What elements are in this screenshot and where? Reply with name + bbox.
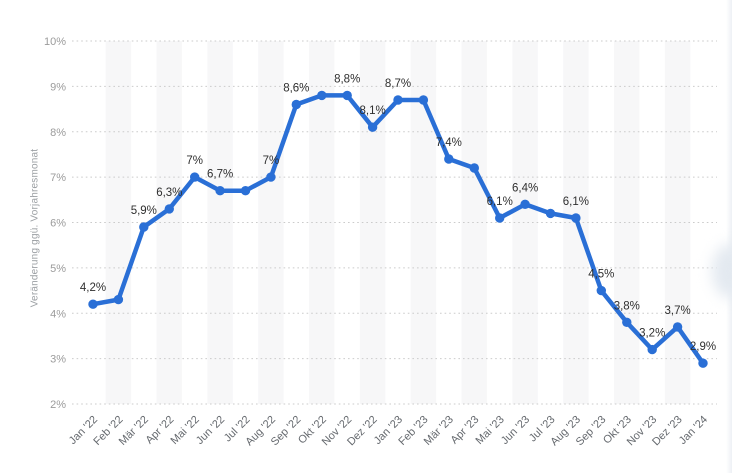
point-label-Aug '23: 6,1% [563, 196, 589, 208]
point-label-Jun '22: 6,7% [207, 169, 233, 181]
y-tick-4pct: 4% [50, 308, 66, 320]
data-point-Mär '22[interactable] [139, 222, 149, 232]
point-label-Apr '22: 6,3% [156, 187, 182, 199]
data-point-Dez '23[interactable] [672, 322, 683, 332]
data-point-Mai '23[interactable] [495, 213, 505, 223]
point-label-Mai '23: 6,1% [487, 196, 513, 208]
point-label-Jan '23: 8,7% [385, 78, 411, 90]
data-point-Nov '22[interactable] [342, 90, 352, 101]
point-label-Jan '22: 4,2% [80, 282, 106, 294]
data-point-Aug '22[interactable] [266, 172, 276, 182]
point-label-Nov '22: 8,8% [334, 73, 360, 85]
y-tick-3pct: 3% [50, 354, 66, 366]
point-label-Nov '23: 3,2% [639, 328, 665, 340]
x-tick-Jun '23: Jun '23 [499, 414, 532, 447]
data-point-Mai '22[interactable] [190, 172, 200, 182]
y-tick-8pct: 8% [50, 127, 66, 139]
data-line [90, 93, 706, 366]
data-point-Sep '23[interactable] [596, 285, 606, 296]
y-tick-9pct: 9% [50, 81, 66, 93]
point-label-Aug '22: 7% [263, 155, 280, 167]
point-label-Dez '22: 8,1% [359, 105, 385, 117]
point-label-Sep '23: 4,5% [588, 269, 614, 281]
point-label-Mär '23: 7,4% [436, 137, 462, 149]
point-label-Jan '24: 2,9% [690, 341, 716, 353]
y-tick-2pct: 2% [50, 399, 66, 411]
data-point-Nov '23[interactable] [647, 344, 657, 355]
y-tick-5pct: 5% [50, 263, 66, 275]
data-point-Jul '22[interactable] [240, 186, 251, 196]
data-point-Jan '23[interactable] [393, 95, 403, 105]
data-point-Okt '23[interactable] [622, 317, 632, 327]
data-point-Apr '22[interactable] [164, 204, 174, 214]
y-axis-title: Veränderung ggü. Vorjahresmonat [29, 148, 41, 308]
y-tick-7pct: 7% [50, 172, 66, 184]
y-tick-6pct: 6% [50, 218, 66, 230]
point-label-Sep '22: 8,6% [283, 83, 309, 95]
data-point-Jul '23[interactable] [545, 208, 556, 219]
y-tick-10pct: 10% [44, 36, 66, 48]
x-tick-Jun '22: Jun '22 [194, 414, 227, 447]
data-point-Feb '23[interactable] [418, 95, 429, 105]
point-label-Mär '22: 5,9% [131, 205, 157, 217]
data-point-Jun '23[interactable] [520, 199, 530, 209]
data-point-Feb '22[interactable] [113, 294, 124, 305]
point-label-Dez '23: 3,7% [664, 305, 690, 317]
data-point-Mär '23[interactable] [444, 154, 454, 164]
data-point-Dez '22[interactable] [367, 122, 378, 132]
column-stripe-Apr '23 [461, 41, 487, 404]
data-point-Jun '22[interactable] [215, 186, 225, 196]
point-label-Jun '23: 6,4% [512, 182, 538, 194]
data-point-Jan '22[interactable] [88, 299, 98, 309]
data-point-Okt '22[interactable] [317, 90, 327, 101]
data-point-Jan '24[interactable] [698, 358, 708, 368]
column-stripe-Jun '23 [512, 41, 538, 404]
point-label-Okt '23: 3,8% [614, 300, 640, 312]
column-stripe-Okt '23 [614, 41, 640, 404]
x-tick-Jan '24: Jan '24 [677, 414, 710, 447]
data-point-Apr '23[interactable] [469, 163, 479, 173]
point-label-Mai '22: 7% [186, 155, 203, 167]
data-point-Aug '23[interactable] [571, 213, 581, 223]
data-point-Sep '22[interactable] [291, 99, 301, 110]
column-stripe-Dez '23 [664, 41, 691, 404]
